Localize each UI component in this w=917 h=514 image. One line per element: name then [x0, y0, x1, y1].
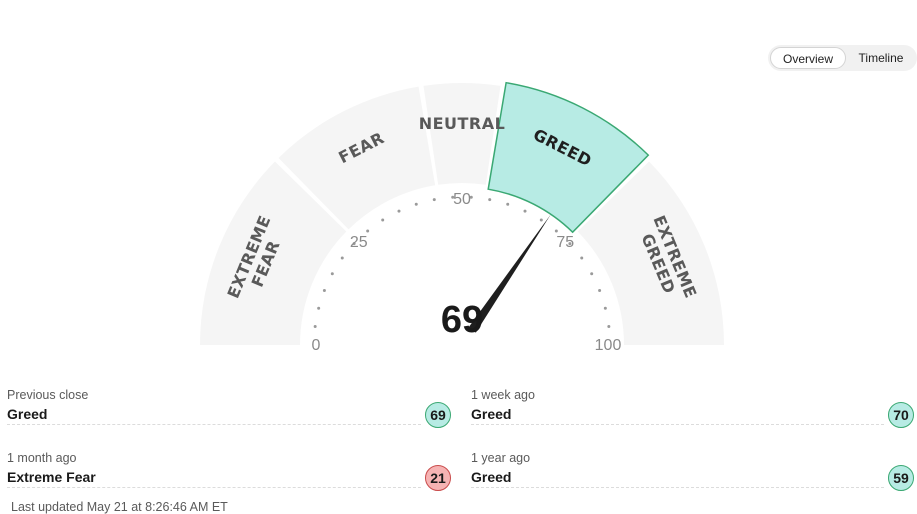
scale-label: 25: [350, 234, 368, 251]
gauge-scale-labels: 0 25 50 75 100: [312, 191, 622, 354]
zone-extreme-greed: [577, 161, 724, 345]
tick-dot: [568, 242, 572, 246]
tick-dot: [598, 289, 602, 293]
scale-label: 50: [453, 191, 471, 208]
dotted-leader: [471, 424, 884, 425]
history-rating: Greed: [471, 406, 512, 422]
history-period: 1 month ago: [7, 451, 77, 465]
history-value-badge: 70: [888, 402, 914, 428]
view-toggle: Overview Timeline: [768, 45, 917, 71]
history-period: Previous close: [7, 388, 89, 402]
scale-label: 100: [595, 337, 622, 354]
last-updated: Last updated May 21 at 8:26:46 AM ET: [11, 500, 228, 514]
history-item: 1 year ago Greed 59: [471, 451, 914, 495]
dotted-leader: [7, 487, 421, 488]
tick-dot: [607, 324, 611, 328]
history-value-badge: 69: [425, 402, 451, 428]
dotted-leader: [7, 424, 421, 425]
tick-dot: [590, 272, 594, 276]
tick-dot: [554, 229, 558, 233]
tick-dot: [469, 195, 473, 199]
tick-dot: [381, 218, 385, 222]
tick-dot: [322, 289, 326, 293]
history-rating: Extreme Fear: [7, 469, 96, 485]
tick-dot: [340, 256, 344, 260]
history-rating: Greed: [471, 469, 512, 485]
fear-greed-gauge: EXTREMEFEARFEARNEUTRALGREEDEXTREMEGREED …: [200, 81, 724, 354]
zone-greed: [487, 81, 650, 234]
scale-label: 75: [556, 234, 574, 251]
tick-dot: [432, 198, 436, 202]
tick-dot: [313, 324, 317, 328]
tick-dot: [539, 218, 543, 222]
tick-dot: [488, 198, 492, 202]
tick-dot: [330, 272, 334, 276]
tick-dot: [352, 242, 356, 246]
dotted-leader: [471, 487, 884, 488]
zone-fear: [278, 86, 436, 230]
tick-dot: [414, 202, 418, 206]
history-item: Previous close Greed 69: [7, 388, 451, 432]
tick-dot: [506, 202, 510, 206]
gauge-zones: [200, 81, 724, 345]
tick-dot: [317, 306, 321, 310]
history-value-badge: 21: [425, 465, 451, 491]
timeline-tab[interactable]: Timeline: [858, 51, 904, 65]
scale-label: 0: [312, 337, 321, 354]
gauge-value: 69: [441, 299, 483, 341]
history-value-badge: 59: [888, 465, 914, 491]
tick-dot: [451, 195, 455, 199]
tick-dot: [523, 209, 527, 213]
history-period: 1 week ago: [471, 388, 535, 402]
overview-tab[interactable]: Overview: [770, 47, 846, 69]
zone-neutral: [423, 83, 501, 185]
history-item: 1 month ago Extreme Fear 21: [7, 451, 451, 495]
gauge-tick-dots: [313, 195, 611, 328]
zone-label-neutral: NEUTRAL: [419, 114, 506, 133]
tick-dot: [366, 229, 370, 233]
tick-dot: [603, 306, 607, 310]
history-item: 1 week ago Greed 70: [471, 388, 914, 432]
gauge-needle: [468, 214, 551, 333]
tick-dot: [580, 256, 584, 260]
history-rating: Greed: [7, 406, 48, 422]
history-period: 1 year ago: [471, 451, 531, 465]
zone-extreme-fear: [200, 161, 347, 345]
tick-dot: [397, 209, 401, 213]
